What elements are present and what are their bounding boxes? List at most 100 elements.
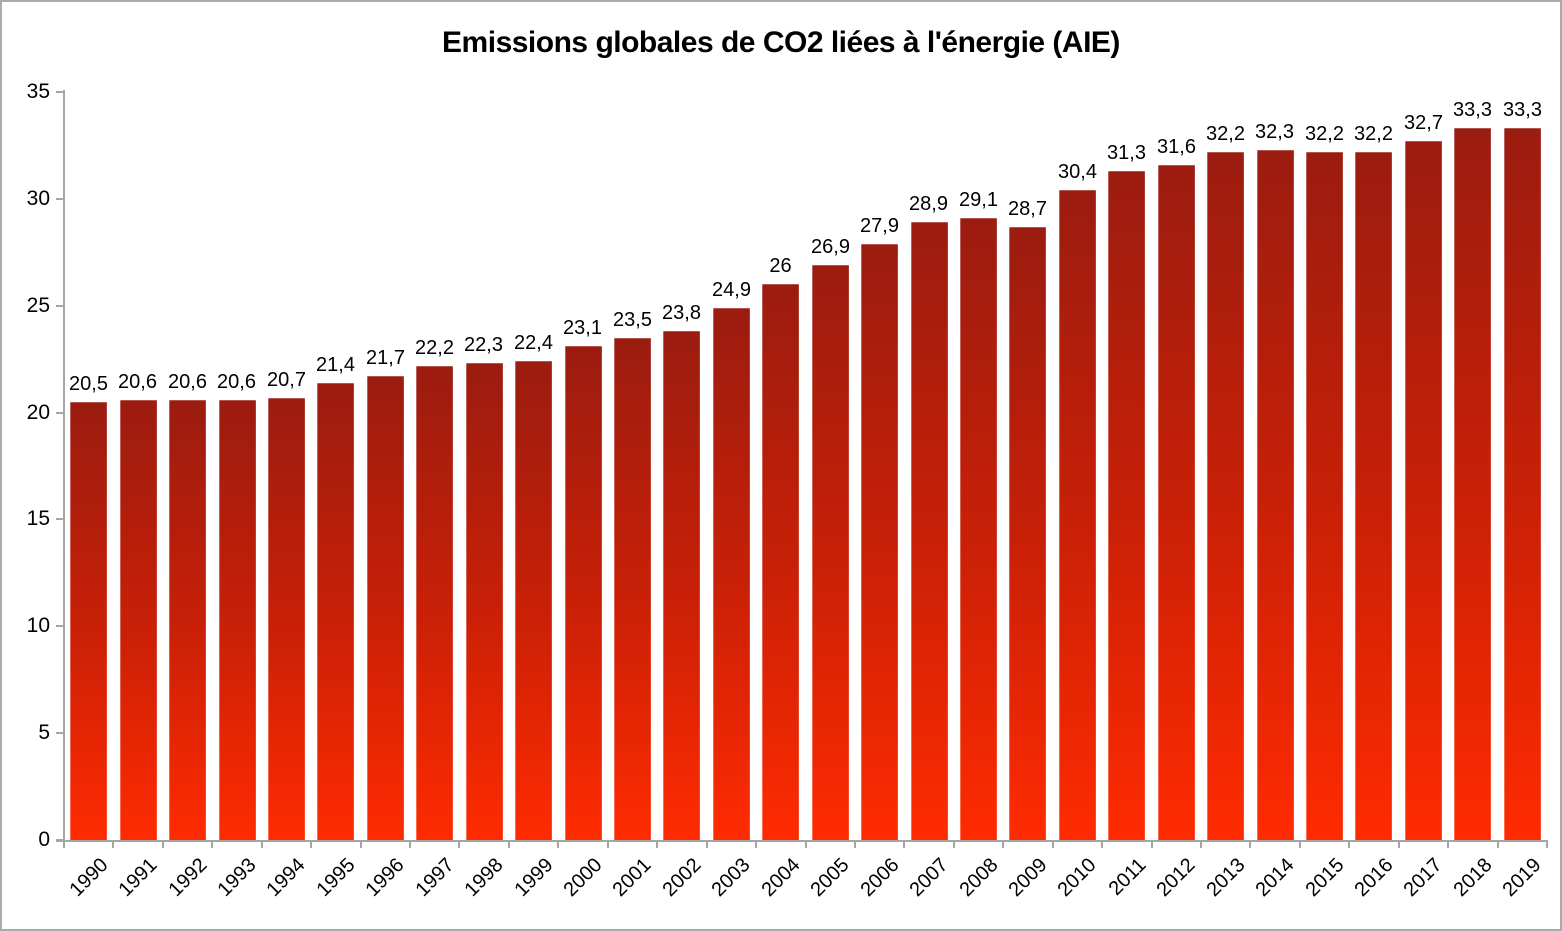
y-axis-tick (56, 411, 64, 414)
bar-2011 (1108, 171, 1145, 840)
bar-value-label: 33,3 (1453, 99, 1492, 121)
y-axis-label: 15 (26, 507, 50, 531)
bar-value-label: 32,2 (1354, 123, 1393, 145)
bar-value-label: 21,4 (316, 354, 355, 376)
bar-value-label: 20,7 (267, 369, 306, 391)
bar-2014 (1257, 150, 1294, 840)
x-axis-tick (1150, 840, 1153, 848)
bar-value-label: 22,2 (415, 337, 454, 359)
bar-2019 (1504, 128, 1541, 840)
bar-2002 (663, 331, 700, 840)
bar-1999 (515, 361, 552, 840)
bar-2004 (762, 284, 799, 840)
x-axis-tick (1051, 840, 1054, 848)
x-axis-tick (211, 840, 214, 848)
x-axis-tick (804, 840, 807, 848)
bar-2001 (614, 338, 651, 840)
x-axis-tick (458, 840, 461, 848)
x-axis-tick (1397, 840, 1400, 848)
bar-value-label: 29,1 (959, 189, 998, 211)
y-axis-tick (56, 625, 64, 628)
x-axis-tick (1447, 840, 1450, 848)
y-axis-tick (56, 304, 64, 307)
bar-value-label: 31,3 (1107, 142, 1146, 164)
bar-value-label: 20,6 (118, 371, 157, 393)
bar-2005 (812, 265, 849, 840)
y-axis-tick (56, 197, 64, 200)
bar-1994 (268, 398, 305, 840)
x-axis-tick (1199, 840, 1202, 848)
bar-2010 (1059, 190, 1096, 840)
y-axis-tick (56, 839, 64, 841)
bar-value-label: 20,6 (168, 371, 207, 393)
bar-value-label: 20,6 (217, 371, 256, 393)
bar-2008 (960, 218, 997, 840)
x-axis-tick (63, 840, 65, 848)
x-axis-tick (1298, 840, 1301, 848)
bar-value-label: 31,6 (1157, 136, 1196, 158)
bar-1992 (169, 400, 206, 840)
x-axis-tick (359, 840, 362, 848)
bar-1998 (466, 363, 503, 840)
x-axis-tick (557, 840, 560, 848)
y-axis-tick (56, 91, 64, 93)
y-axis-label: 10 (26, 614, 50, 638)
bar-value-label: 27,9 (860, 215, 899, 237)
y-axis-label: 35 (26, 80, 50, 103)
x-axis-tick (1002, 840, 1005, 848)
x-axis-tick (409, 840, 412, 848)
bar-value-label: 32,3 (1255, 121, 1294, 143)
x-axis-tick (1101, 840, 1104, 848)
bar-2017 (1405, 141, 1442, 840)
y-axis-line (63, 90, 65, 842)
y-axis-label: 0 (38, 828, 50, 851)
x-axis-tick (656, 840, 659, 848)
bar-2007 (911, 222, 948, 840)
x-axis-tick (1546, 840, 1548, 848)
bar-2009 (1009, 227, 1046, 840)
bar-value-label: 33,3 (1503, 99, 1542, 121)
x-axis-tick (952, 840, 955, 848)
y-axis-tick (56, 732, 64, 735)
bar-1996 (367, 376, 404, 840)
bar-value-label: 23,1 (563, 317, 602, 339)
bar-value-label: 20,5 (69, 373, 108, 395)
x-axis-tick (1348, 840, 1351, 848)
bar-value-label: 22,4 (514, 332, 553, 354)
x-axis-tick (1249, 840, 1252, 848)
x-axis-tick (260, 840, 263, 848)
bar-2000 (565, 346, 602, 840)
bar-value-label: 22,3 (464, 334, 503, 356)
y-axis-label: 25 (26, 293, 50, 317)
bar-2018 (1454, 128, 1491, 840)
bar-1990 (70, 402, 107, 840)
x-axis-tick (903, 840, 906, 848)
bar-value-label: 24,9 (712, 279, 751, 301)
x-axis-tick (755, 840, 758, 848)
x-axis-tick (161, 840, 164, 848)
x-axis-tick (112, 840, 115, 848)
bar-value-label: 32,2 (1206, 123, 1245, 145)
x-axis-tick (853, 840, 856, 848)
bar-value-label: 28,9 (909, 193, 948, 215)
bar-value-label: 32,7 (1404, 112, 1443, 134)
bar-2003 (713, 308, 750, 840)
bar-1993 (219, 400, 256, 840)
bar-2015 (1306, 152, 1343, 840)
chart-title: Emissions globales de CO2 liées à l'éner… (442, 26, 1120, 59)
x-axis-tick (310, 840, 313, 848)
bar-1991 (120, 400, 157, 840)
x-axis-line (56, 840, 1548, 842)
y-axis-label: 20 (26, 400, 50, 424)
bar-2013 (1207, 152, 1244, 840)
x-axis-tick (507, 840, 510, 848)
plot-area: 20,5 20,6 20,6 20,6 20,7 21,4 21,7 22,2 22,3 22,4… (64, 92, 1547, 840)
bar-value-label: 23,5 (613, 309, 652, 331)
bar-value-label: 30,4 (1058, 161, 1097, 183)
y-axis-label: 5 (38, 721, 50, 745)
y-axis-label: 30 (26, 186, 50, 210)
bar-value-label: 26 (769, 255, 792, 277)
bar-2016 (1355, 152, 1392, 840)
